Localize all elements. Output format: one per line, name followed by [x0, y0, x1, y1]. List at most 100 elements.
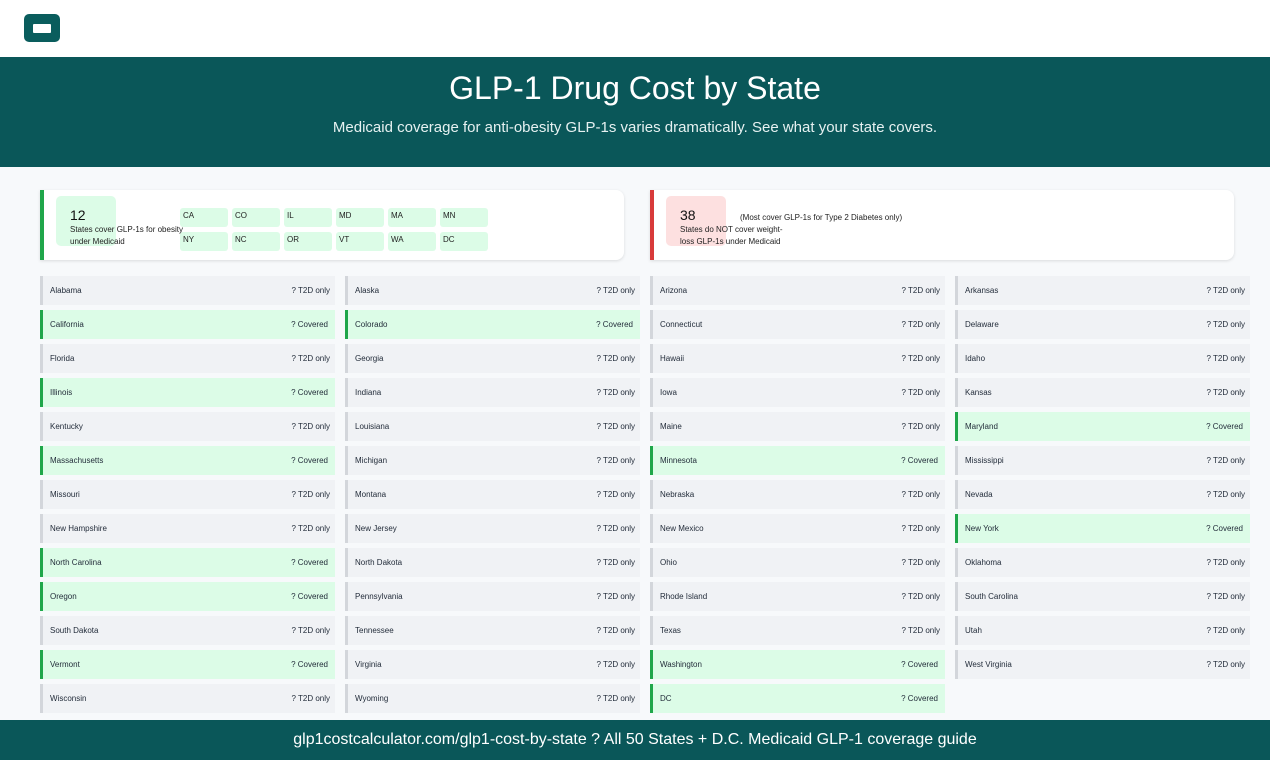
state-row[interactable]: Michigan ? T2D only	[345, 446, 640, 475]
state-row[interactable]: Connecticut ? T2D only	[650, 310, 945, 339]
state-row[interactable]: Arizona ? T2D only	[650, 276, 945, 305]
state-row[interactable]: Iowa ? T2D only	[650, 378, 945, 407]
logo-icon[interactable]	[24, 14, 60, 42]
coverage-status: ? T2D only	[596, 388, 635, 397]
coverage-status: ? T2D only	[596, 694, 635, 703]
state-row[interactable]: Kansas ? T2D only	[955, 378, 1250, 407]
state-chip: NC	[232, 232, 280, 251]
state-row[interactable]: Kentucky ? T2D only	[40, 412, 335, 441]
state-row[interactable]: Minnesota ? Covered	[650, 446, 945, 475]
state-name: Tennessee	[355, 626, 394, 635]
state-row[interactable]: Oregon ? Covered	[40, 582, 335, 611]
state-row[interactable]: New Mexico ? T2D only	[650, 514, 945, 543]
state-name: Michigan	[355, 456, 388, 465]
hero-banner: GLP-1 Drug Cost by State Medicaid covera…	[0, 57, 1270, 167]
state-row[interactable]: Arkansas ? T2D only	[955, 276, 1250, 305]
state-name: Arkansas	[965, 286, 999, 295]
state-row[interactable]: Ohio ? T2D only	[650, 548, 945, 577]
covered-count-box	[56, 196, 116, 246]
state-row[interactable]: Louisiana ? T2D only	[345, 412, 640, 441]
coverage-status: ? T2D only	[901, 354, 940, 363]
state-name: Vermont	[50, 660, 80, 669]
coverage-status: ? T2D only	[1206, 660, 1245, 669]
state-row[interactable]: Maryland ? Covered	[955, 412, 1250, 441]
state-row[interactable]: Georgia ? T2D only	[345, 344, 640, 373]
state-row[interactable]: North Carolina ? Covered	[40, 548, 335, 577]
state-row[interactable]: Wisconsin ? T2D only	[40, 684, 335, 713]
state-row[interactable]: Alaska ? T2D only	[345, 276, 640, 305]
state-row[interactable]: Tennessee ? T2D only	[345, 616, 640, 645]
state-row[interactable]: Colorado ? Covered	[345, 310, 640, 339]
state-name: Kentucky	[50, 422, 83, 431]
coverage-status: ? Covered	[1206, 524, 1243, 533]
state-row[interactable]: Pennsylvania ? T2D only	[345, 582, 640, 611]
state-row[interactable]: Delaware ? T2D only	[955, 310, 1250, 339]
coverage-status: ? T2D only	[596, 456, 635, 465]
state-name: Oregon	[50, 592, 77, 601]
state-name: West Virginia	[965, 660, 1012, 669]
state-row[interactable]: New Hampshire ? T2D only	[40, 514, 335, 543]
coverage-status: ? T2D only	[1206, 626, 1245, 635]
state-row[interactable]: Montana ? T2D only	[345, 480, 640, 509]
coverage-status: ? T2D only	[291, 626, 330, 635]
state-name: Utah	[965, 626, 982, 635]
state-row[interactable]: Texas ? T2D only	[650, 616, 945, 645]
state-row[interactable]: South Carolina ? T2D only	[955, 582, 1250, 611]
state-row[interactable]: Illinois ? Covered	[40, 378, 335, 407]
state-row[interactable]: Vermont ? Covered	[40, 650, 335, 679]
coverage-status: ? T2D only	[596, 354, 635, 363]
not-covered-summary-card: 38 States do NOT cover weight-loss GLP-1…	[650, 190, 1234, 260]
footer: glp1costcalculator.com/glp1-cost-by-stat…	[0, 720, 1270, 760]
state-name: Florida	[50, 354, 75, 363]
state-row[interactable]: South Dakota ? T2D only	[40, 616, 335, 645]
state-row[interactable]: Missouri ? T2D only	[40, 480, 335, 509]
coverage-status: ? T2D only	[596, 558, 635, 567]
state-name: Colorado	[355, 320, 388, 329]
state-name: Wyoming	[355, 694, 389, 703]
state-row[interactable]: Rhode Island ? T2D only	[650, 582, 945, 611]
state-row[interactable]: Oklahoma ? T2D only	[955, 548, 1250, 577]
state-row[interactable]: Idaho ? T2D only	[955, 344, 1250, 373]
coverage-status: ? Covered	[291, 456, 328, 465]
coverage-status: ? T2D only	[291, 422, 330, 431]
state-name: New Jersey	[355, 524, 397, 533]
state-row[interactable]: California ? Covered	[40, 310, 335, 339]
state-row[interactable]: Florida ? T2D only	[40, 344, 335, 373]
state-row[interactable]: Maine ? T2D only	[650, 412, 945, 441]
state-row[interactable]: Massachusetts ? Covered	[40, 446, 335, 475]
state-row[interactable]: Hawaii ? T2D only	[650, 344, 945, 373]
state-row[interactable]: West Virginia ? T2D only	[955, 650, 1250, 679]
state-row[interactable]: Virginia ? T2D only	[345, 650, 640, 679]
state-name: Delaware	[965, 320, 999, 329]
state-row[interactable]: Wyoming ? T2D only	[345, 684, 640, 713]
state-row[interactable]: Nebraska ? T2D only	[650, 480, 945, 509]
state-row[interactable]: DC ? Covered	[650, 684, 945, 713]
not-covered-count: 38	[680, 207, 696, 223]
state-row[interactable]: Utah ? T2D only	[955, 616, 1250, 645]
state-row[interactable]: New Jersey ? T2D only	[345, 514, 640, 543]
coverage-status: ? T2D only	[901, 592, 940, 601]
coverage-status: ? T2D only	[596, 592, 635, 601]
state-row[interactable]: New York ? Covered	[955, 514, 1250, 543]
state-name: Kansas	[965, 388, 992, 397]
state-name: Arizona	[660, 286, 688, 295]
coverage-status: ? T2D only	[291, 286, 330, 295]
coverage-status: ? T2D only	[901, 422, 940, 431]
state-row[interactable]: Nevada ? T2D only	[955, 480, 1250, 509]
state-row[interactable]: Alabama ? T2D only	[40, 276, 335, 305]
state-name: South Dakota	[50, 626, 99, 635]
state-name: South Carolina	[965, 592, 1018, 601]
state-row[interactable]: North Dakota ? T2D only	[345, 548, 640, 577]
coverage-status: ? T2D only	[291, 354, 330, 363]
state-chip: IL	[284, 208, 332, 227]
coverage-status: ? Covered	[291, 320, 328, 329]
state-name: Texas	[660, 626, 681, 635]
state-name: Maryland	[965, 422, 998, 431]
state-row[interactable]: Indiana ? T2D only	[345, 378, 640, 407]
coverage-status: ? T2D only	[901, 626, 940, 635]
state-name: New Mexico	[660, 524, 704, 533]
state-row[interactable]: Washington ? Covered	[650, 650, 945, 679]
coverage-status: ? T2D only	[1206, 286, 1245, 295]
state-row[interactable]: Mississippi ? T2D only	[955, 446, 1250, 475]
coverage-status: ? T2D only	[901, 558, 940, 567]
